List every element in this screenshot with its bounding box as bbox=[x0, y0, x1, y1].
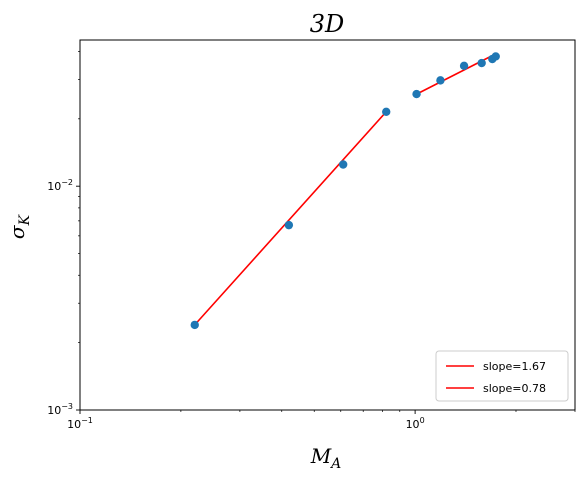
data-point bbox=[459, 61, 469, 71]
y-tick-label: 10−2 bbox=[47, 178, 73, 193]
x-axis-label-sub: A bbox=[329, 456, 341, 472]
x-axis-ticks: 10−1 100 bbox=[67, 410, 576, 431]
data-point bbox=[284, 220, 294, 230]
y-axis-label-sub: K bbox=[17, 213, 33, 226]
x-axis-label: MA bbox=[310, 444, 342, 472]
x-tick-label: 10−1 bbox=[67, 416, 93, 431]
legend-label-2: slope=0.78 bbox=[483, 382, 546, 395]
y-tick-label: 10−3 bbox=[47, 402, 73, 417]
legend: slope=1.67 slope=0.78 bbox=[435, 350, 569, 402]
x-axis-label-main: M bbox=[310, 444, 332, 468]
data-point bbox=[491, 52, 500, 61]
data-point bbox=[477, 58, 486, 68]
data-point bbox=[338, 160, 348, 169]
data-point bbox=[190, 320, 199, 330]
plot-area bbox=[79, 39, 576, 411]
data-points bbox=[190, 52, 500, 330]
chart-title: 3D bbox=[310, 10, 345, 38]
data-point bbox=[412, 89, 421, 99]
y-axis-label: σK bbox=[5, 213, 33, 239]
y-axis-label-main: σ bbox=[5, 224, 29, 239]
data-point bbox=[436, 76, 445, 85]
fit-line-1 bbox=[194, 111, 387, 326]
y-axis-ticks: 10−3 10−2 bbox=[47, 51, 80, 417]
legend-label-1: slope=1.67 bbox=[483, 360, 546, 373]
x-tick-label: 100 bbox=[406, 416, 425, 431]
data-point bbox=[382, 107, 391, 116]
